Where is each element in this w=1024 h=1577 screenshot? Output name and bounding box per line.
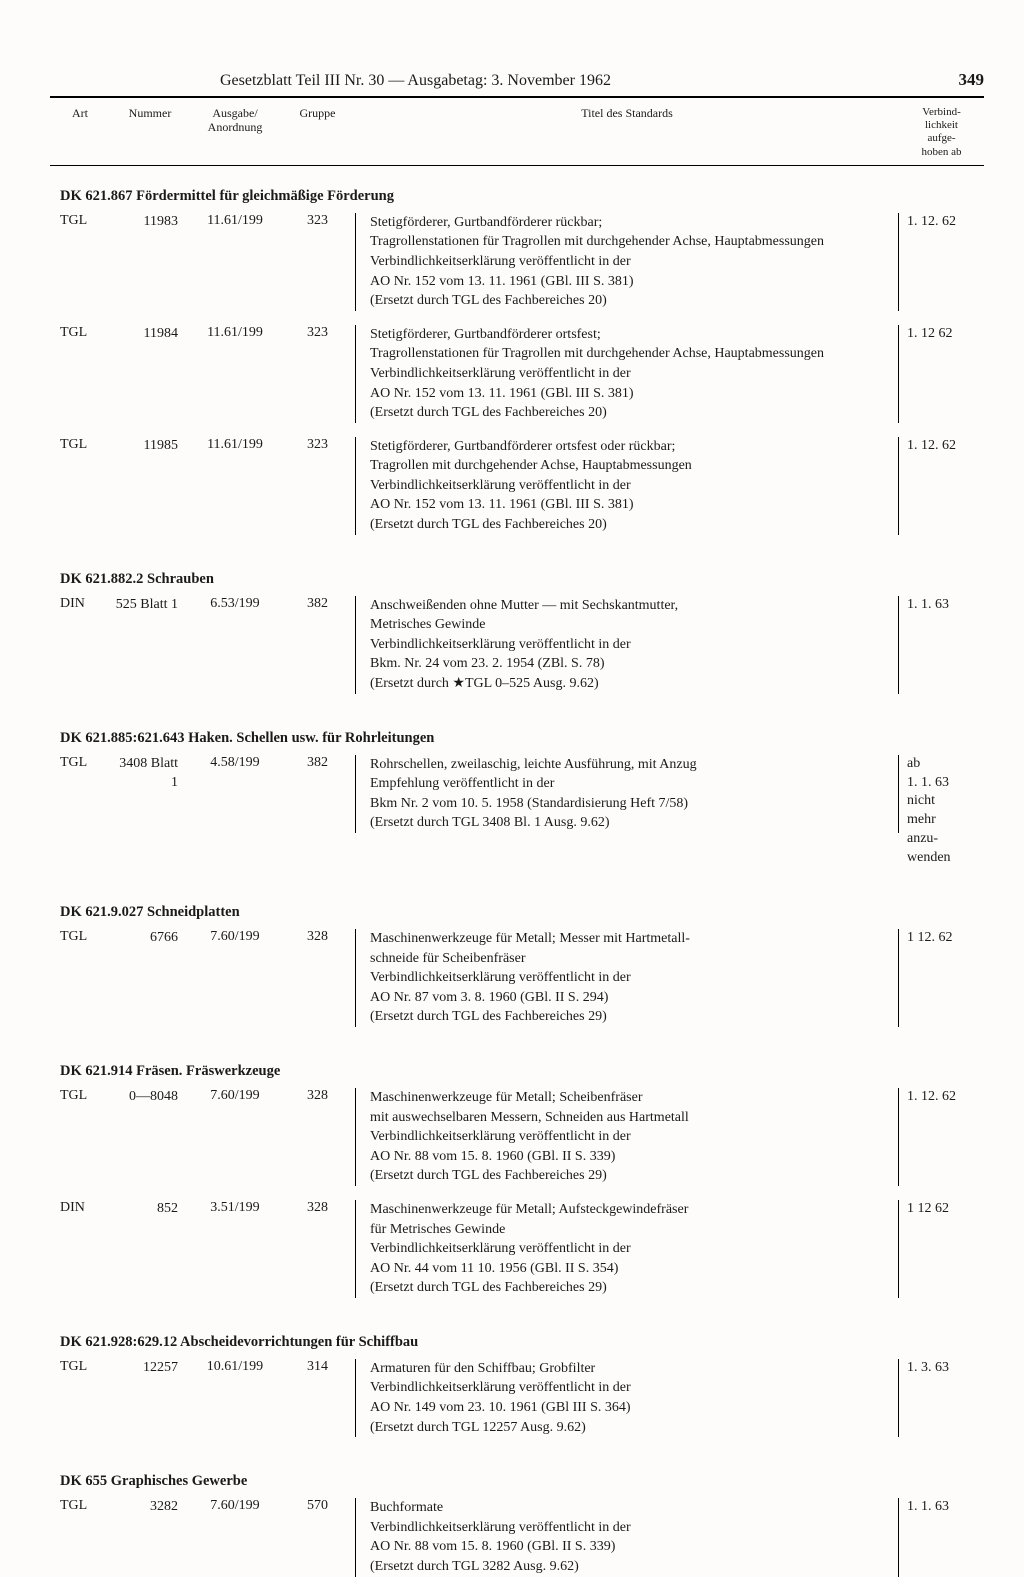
section-heading: DK 621.914 Fräsen. Fräswerkzeuge — [50, 1041, 984, 1088]
cell-ausgabe: 11.61/199 — [190, 325, 280, 341]
cell-titel: Maschinenwerkzeuge für Metall; Messer mi… — [355, 929, 899, 1027]
section-heading: DK 655 Graphisches Gewerbe — [50, 1451, 984, 1498]
cell-nummer: 6766 — [110, 929, 190, 948]
section-heading: DK 621.928:629.12 Abscheidevorrichtungen… — [50, 1312, 984, 1359]
cell-titel: Rohrschellen, zweilaschig, leichte Ausfü… — [355, 755, 899, 833]
cell-titel: Stetigförderer, Gurtbandförderer ortsfes… — [355, 325, 899, 423]
table-row: TGL3408 Blatt 14.58/199382Rohrschellen, … — [50, 755, 984, 868]
cell-gruppe: 382 — [280, 755, 355, 771]
cell-verbind: 1. 3. 63 — [899, 1359, 984, 1378]
cell-art: TGL — [50, 325, 110, 341]
cell-ausgabe: 6.53/199 — [190, 596, 280, 612]
cell-art: DIN — [50, 1200, 110, 1216]
cell-verbind: 1. 12. 62 — [899, 213, 984, 232]
col-ausgabe: Ausgabe/ Anordnung — [190, 106, 280, 159]
cell-verbind: 1. 1. 63 — [899, 1498, 984, 1517]
cell-verbind: ab 1. 1. 63 nicht mehr anzu- wenden — [899, 755, 984, 868]
cell-ausgabe: 4.58/199 — [190, 755, 280, 771]
cell-gruppe: 328 — [280, 929, 355, 945]
table-row: DIN525 Blatt 16.53/199382Anschweißenden … — [50, 596, 984, 694]
cell-art: TGL — [50, 437, 110, 453]
cell-titel: Maschinenwerkzeuge für Metall; Aufsteckg… — [355, 1200, 899, 1298]
cell-verbind: 1. 12 62 — [899, 325, 984, 344]
cell-verbind: 1 12. 62 — [899, 929, 984, 948]
page-number: 349 — [959, 70, 985, 90]
cell-ausgabe: 11.61/199 — [190, 213, 280, 229]
cell-gruppe: 323 — [280, 437, 355, 453]
table-row: TGL1198311.61/199323Stetigförderer, Gurt… — [50, 213, 984, 311]
cell-ausgabe: 3.51/199 — [190, 1200, 280, 1216]
section-heading: DK 621.882.2 Schrauben — [50, 549, 984, 596]
cell-art: DIN — [50, 596, 110, 612]
cell-gruppe: 328 — [280, 1088, 355, 1104]
col-nummer: Nummer — [110, 106, 190, 159]
cell-gruppe: 314 — [280, 1359, 355, 1375]
cell-gruppe: 570 — [280, 1498, 355, 1514]
cell-art: TGL — [50, 1498, 110, 1514]
cell-nummer: 525 Blatt 1 — [110, 596, 190, 615]
cell-nummer: 3282 — [110, 1498, 190, 1517]
sections-host: DK 621.867 Fördermittel für gleichmäßige… — [50, 166, 984, 1577]
cell-verbind: 1. 12. 62 — [899, 1088, 984, 1107]
page-header: Gesetzblatt Teil III Nr. 30 — Ausgabetag… — [50, 70, 984, 98]
table-row: TGL32827.60/199570Buchformate Verbindlic… — [50, 1498, 984, 1576]
cell-titel: Stetigförderer, Gurtbandförderer rückbar… — [355, 213, 899, 311]
cell-ausgabe: 7.60/199 — [190, 1088, 280, 1104]
cell-art: TGL — [50, 1359, 110, 1375]
table-row: TGL1225710.61/199314Armaturen für den Sc… — [50, 1359, 984, 1437]
cell-nummer: 0—8048 — [110, 1088, 190, 1107]
cell-verbind: 1. 12. 62 — [899, 437, 984, 456]
header-title: Gesetzblatt Teil III Nr. 30 — Ausgabetag… — [220, 72, 611, 90]
cell-art: TGL — [50, 1088, 110, 1104]
table-column-headers: Art Nummer Ausgabe/ Anordnung Gruppe Tit… — [50, 98, 984, 166]
cell-nummer: 11984 — [110, 325, 190, 344]
cell-nummer: 11983 — [110, 213, 190, 232]
col-verbind: Verbind- lichkeit aufge- hoben ab — [899, 106, 984, 159]
cell-nummer: 3408 Blatt 1 — [110, 755, 190, 793]
cell-titel: Maschinenwerkzeuge für Metall; Scheibenf… — [355, 1088, 899, 1186]
cell-art: TGL — [50, 755, 110, 771]
cell-nummer: 852 — [110, 1200, 190, 1219]
table-row: TGL0—80487.60/199328Maschinenwerkzeuge f… — [50, 1088, 984, 1186]
table-row: TGL67667.60/199328Maschinenwerkzeuge für… — [50, 929, 984, 1027]
cell-ausgabe: 10.61/199 — [190, 1359, 280, 1375]
table-row: DIN8523.51/199328Maschinenwerkzeuge für … — [50, 1200, 984, 1298]
cell-titel: Anschweißenden ohne Mutter — mit Sechska… — [355, 596, 899, 694]
cell-gruppe: 328 — [280, 1200, 355, 1216]
table-row: TGL1198511.61/199323Stetigförderer, Gurt… — [50, 437, 984, 535]
col-gruppe: Gruppe — [280, 106, 355, 159]
cell-titel: Armaturen für den Schiffbau; Grobfilter … — [355, 1359, 899, 1437]
cell-gruppe: 382 — [280, 596, 355, 612]
cell-ausgabe: 7.60/199 — [190, 1498, 280, 1514]
section-heading: DK 621.867 Fördermittel für gleichmäßige… — [50, 166, 984, 213]
cell-titel: Buchformate Verbindlichkeitserklärung ve… — [355, 1498, 899, 1576]
cell-art: TGL — [50, 929, 110, 945]
cell-ausgabe: 11.61/199 — [190, 437, 280, 453]
section-heading: DK 621.9.027 Schneidplatten — [50, 882, 984, 929]
section-heading: DK 621.885:621.643 Haken. Schellen usw. … — [50, 708, 984, 755]
col-art: Art — [50, 106, 110, 159]
cell-gruppe: 323 — [280, 325, 355, 341]
cell-nummer: 11985 — [110, 437, 190, 456]
cell-titel: Stetigförderer, Gurtbandförderer ortsfes… — [355, 437, 899, 535]
cell-gruppe: 323 — [280, 213, 355, 229]
cell-verbind: 1. 1. 63 — [899, 596, 984, 615]
table-row: TGL1198411.61/199323Stetigförderer, Gurt… — [50, 325, 984, 423]
col-titel: Titel des Standards — [355, 106, 899, 159]
cell-nummer: 12257 — [110, 1359, 190, 1378]
cell-ausgabe: 7.60/199 — [190, 929, 280, 945]
cell-art: TGL — [50, 213, 110, 229]
cell-verbind: 1 12 62 — [899, 1200, 984, 1219]
